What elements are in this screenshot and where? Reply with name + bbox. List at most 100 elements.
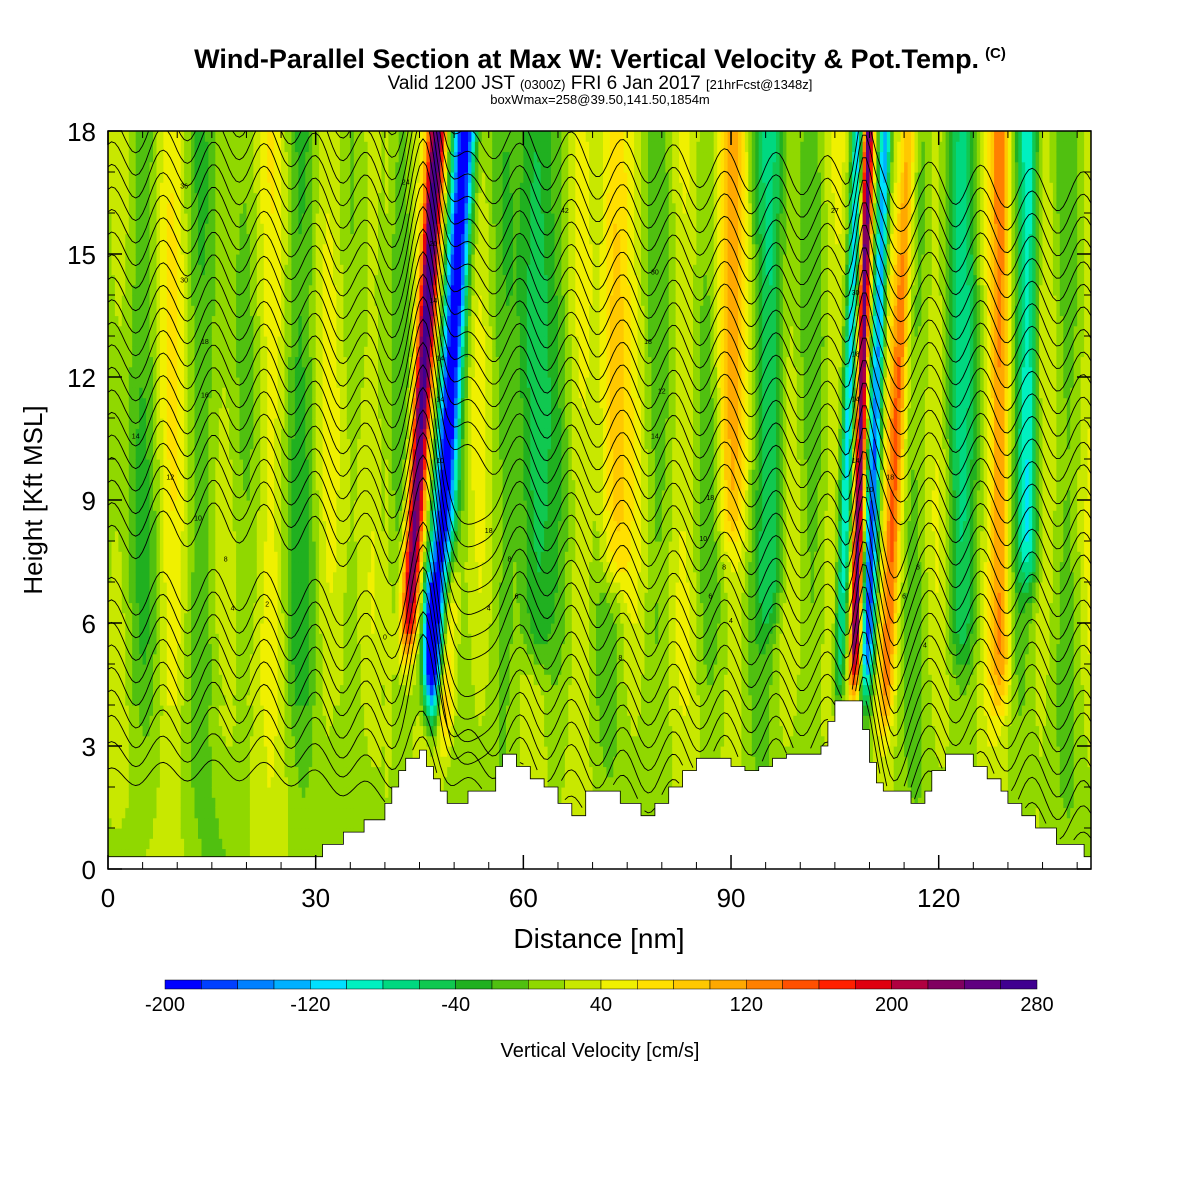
theta-contour: [108, 183, 1091, 392]
colorbar-swatch: [201, 979, 238, 990]
contour-label: 18: [706, 495, 714, 502]
y-tick-label: 0: [82, 855, 96, 885]
contour-label: 6: [902, 593, 906, 600]
contour-label: 14: [852, 458, 860, 465]
colorbar: -200 -120 -40 40 120 200 280: [145, 979, 1054, 1016]
colorbar-tick-label: -40: [441, 994, 470, 1016]
colorbar-label: Vertical Velocity [cm/s]: [501, 1040, 700, 1062]
contour-label: 14: [436, 397, 444, 404]
contour-label: 18: [886, 475, 894, 482]
x-tick-label: 120: [917, 883, 960, 913]
contour-label: 0: [383, 634, 387, 641]
colorbar-swatch: [491, 979, 529, 990]
colorbar-swatch: [310, 979, 347, 990]
theta-contour: [108, 318, 1091, 527]
contour-label: 12: [166, 475, 174, 482]
x-tick-label: 0: [101, 883, 115, 913]
contour-label: 2: [265, 602, 269, 609]
contour-label: 10: [436, 458, 444, 465]
colorbar-swatch: [818, 979, 856, 990]
contour-label: 4: [729, 618, 733, 625]
colorbar-swatch: [600, 979, 638, 990]
theta-contour: [108, 521, 1091, 737]
contour-label: 4: [487, 606, 491, 613]
theta-contour: [108, 296, 1091, 505]
colorbar-swatch: [891, 979, 929, 990]
contour-label: 42: [561, 208, 569, 215]
contour-label: 8: [916, 565, 920, 572]
theta-contour: [108, 341, 1091, 579]
colorbar-tick-label: -200: [145, 994, 185, 1016]
theta-contour: [108, 250, 1091, 460]
colorbar-swatch: [237, 979, 275, 990]
theta-contour: [108, 633, 1091, 820]
contour-label: 8: [224, 557, 228, 564]
contour-labels: 3630181614121084202420141414101886442301…: [132, 179, 927, 662]
potential-temperature-contours: [108, 131, 1091, 841]
subtitle-valid: Valid 1200 JST: [388, 73, 515, 94]
contour-label: 18: [852, 352, 860, 359]
contour-label: 12: [658, 388, 666, 395]
colorbar-tick-label: 200: [875, 994, 908, 1016]
x-tick-label: 90: [717, 883, 746, 913]
contour-label: 30: [180, 278, 188, 285]
colorbar-swatch: [455, 979, 493, 990]
theta-contour: [108, 131, 1091, 324]
contour-label: 14: [430, 298, 438, 305]
contour-label: 6: [708, 593, 712, 600]
contour-label: 30: [852, 290, 860, 297]
theta-contour: [108, 476, 1091, 714]
theta-contour: [108, 707, 1091, 840]
colorbar-swatch: [746, 979, 783, 990]
theta-contour: [108, 228, 1091, 437]
chart-title: Wind-Parallel Section at Max W: Vertical…: [0, 44, 1200, 75]
theta-contour: [108, 431, 1091, 669]
colorbar-swatch: [855, 979, 892, 990]
theta-contour: [108, 589, 1091, 787]
contour-label: 14: [651, 434, 659, 441]
theta-contour: [108, 409, 1091, 647]
x-axis-label: Distance [nm]: [513, 923, 684, 954]
colorbar-swatch: [419, 979, 456, 990]
theta-contour: [450, 131, 1091, 212]
colorbar-tick-label: 40: [590, 994, 612, 1016]
copyright-mark: (C): [985, 45, 1006, 62]
theta-contour: [108, 566, 1091, 782]
x-tick-label: 30: [301, 883, 330, 913]
contour-label: 6: [514, 593, 518, 600]
contour-label: 18: [485, 528, 493, 535]
colorbar-swatch: [273, 979, 311, 990]
colorbar-tick-label: -120: [290, 994, 330, 1016]
y-tick-label: 6: [82, 609, 96, 639]
colorbar-swatch: [927, 979, 965, 990]
colorbar-swatch: [782, 979, 820, 990]
theta-contour: [108, 138, 1091, 347]
contour-label: 14: [132, 434, 140, 441]
contour-label: 14: [436, 356, 444, 363]
subtitle-forecast: [21hrFcst@1348z]: [706, 77, 812, 92]
theta-contour: [108, 733, 1091, 841]
contour-label: 16: [201, 393, 209, 400]
theta-contour: [108, 273, 1091, 482]
theta-contour: [108, 454, 1091, 692]
theta-contour: [108, 611, 1091, 798]
colorbar-swatch: [564, 979, 602, 990]
terrain-shape: [107, 700, 1092, 870]
theta-contour: [108, 131, 1091, 302]
y-tick-label: 12: [67, 363, 96, 393]
y-tick-label: 15: [67, 240, 96, 270]
contour-label: 18: [644, 339, 652, 346]
colorbar-tick-label: 280: [1020, 994, 1053, 1016]
y-axis-label: Height [Kft MSL]: [18, 405, 48, 594]
contour-label: 10: [866, 487, 874, 494]
y-tick-label: 9: [82, 486, 96, 516]
contour-label: 24: [402, 179, 410, 186]
colorbar-swatch: [382, 979, 420, 990]
contour-label: 8: [508, 557, 512, 564]
x-tick-label: 60: [509, 883, 538, 913]
contour-label: 20: [430, 241, 438, 248]
theta-contour: [108, 543, 1091, 760]
colorbar-tick-label: 120: [730, 994, 763, 1016]
vertical-velocity-field: [108, 131, 1091, 869]
theta-contour: [108, 205, 1091, 414]
